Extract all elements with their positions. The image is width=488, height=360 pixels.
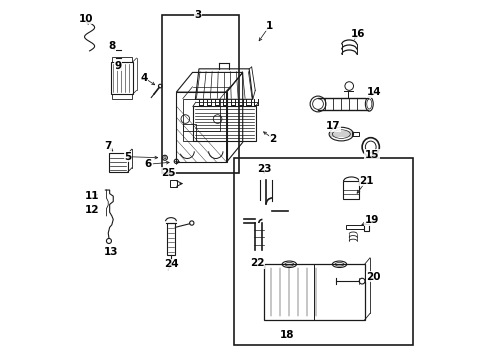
Text: 6: 6 [144,159,152,169]
Bar [363,224,368,231]
Text: 3: 3 [194,10,201,20]
Bar [192,107,255,140]
Text: 17: 17 [325,121,340,131]
Bar [343,181,359,199]
Text: 13: 13 [103,247,118,257]
Bar [110,62,133,94]
Bar [183,125,196,140]
Text: 7: 7 [103,141,111,151]
Text: 19: 19 [364,215,378,225]
Bar [162,15,239,173]
Text: 20: 20 [366,272,380,282]
Text: 11: 11 [84,191,99,201]
Text: 15: 15 [364,150,378,160]
Bar [233,158,412,345]
Text: 24: 24 [163,259,178,269]
Bar [112,94,131,99]
Bar [109,153,127,172]
Text: 10: 10 [79,14,93,24]
Text: 12: 12 [84,206,99,216]
Text: 5: 5 [124,152,131,162]
Text: 4: 4 [140,73,147,83]
Text: 8: 8 [108,41,115,50]
Bar [346,225,363,229]
Bar [264,264,364,320]
Bar [166,223,175,255]
Text: 9: 9 [115,61,122,71]
Text: 22: 22 [249,258,264,268]
Text: 2: 2 [269,134,276,144]
Bar [351,132,358,136]
Text: 25: 25 [161,168,175,178]
Bar [169,180,177,187]
Text: 14: 14 [366,87,381,97]
Text: 18: 18 [279,330,293,340]
Bar [112,57,131,62]
Text: 16: 16 [350,29,365,39]
Text: 21: 21 [359,176,373,186]
Text: 1: 1 [265,21,273,31]
Text: 23: 23 [257,164,271,174]
